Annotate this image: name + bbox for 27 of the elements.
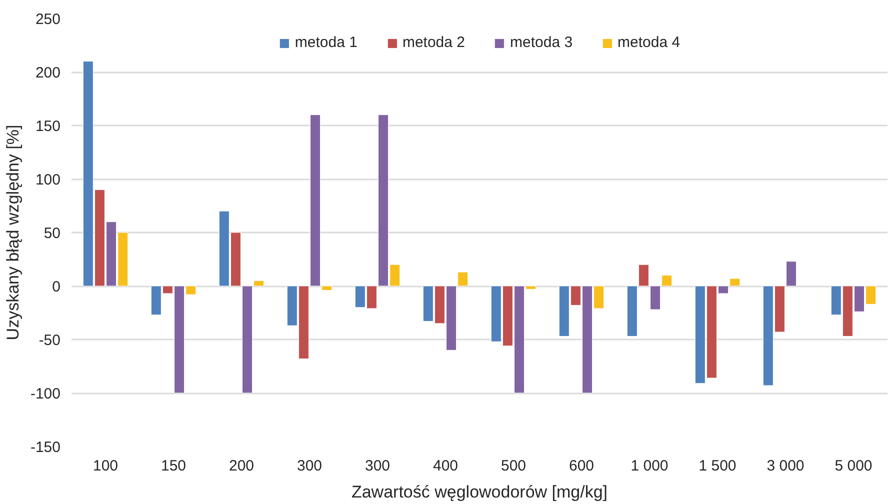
x-tick-label: 1 500 <box>698 458 736 474</box>
x-tick-label: 500 <box>500 458 526 474</box>
x-tick-label: 300 <box>364 458 390 474</box>
y-tick-label: 50 <box>44 225 61 242</box>
y-tick-label: 100 <box>35 172 61 188</box>
x-tick-label: 5 000 <box>834 458 872 474</box>
y-tick-label: 150 <box>35 118 61 135</box>
x-tick-label: 300 <box>296 458 322 474</box>
x-tick-label: 150 <box>160 458 186 474</box>
y-tick-label: -150 <box>30 439 61 456</box>
y-tick-label: 0 <box>52 278 60 296</box>
y-tick-label: -100 <box>30 386 61 402</box>
legend-label: metoda 4 <box>618 34 680 51</box>
x-tick-label: 400 <box>432 458 458 474</box>
x-tick-label: 3 000 <box>766 458 804 474</box>
x-tick-label: 200 <box>228 458 254 474</box>
legend-label: metoda 1 <box>294 34 358 51</box>
legend-label: metoda 3 <box>510 34 573 51</box>
x-tick-label: 600 <box>568 458 594 474</box>
x-tick-label: 100 <box>92 458 118 474</box>
y-tick-label: -50 <box>38 332 61 349</box>
y-tick-label: 200 <box>35 64 61 82</box>
x-tick-label: 1 000 <box>630 458 668 474</box>
legend-label: metoda 2 <box>402 34 465 51</box>
x-axis-title: Zawartość węglowodorów [mg/kg] <box>351 482 608 502</box>
y-tick-label: 250 <box>35 11 61 28</box>
y-axis-title: Uzyskany błąd względny [%] <box>3 124 22 340</box>
